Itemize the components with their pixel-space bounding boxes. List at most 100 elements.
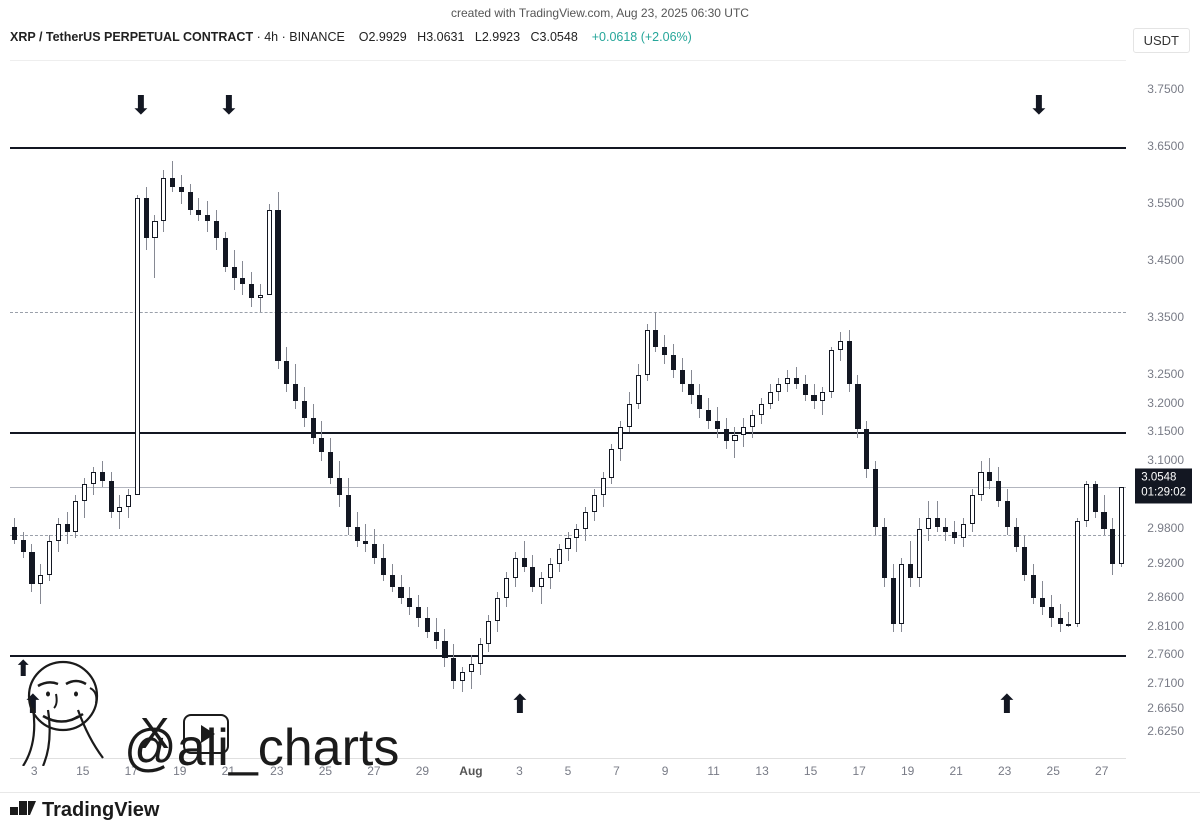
candle-body[interactable] xyxy=(970,495,975,524)
candle-body[interactable] xyxy=(864,429,869,469)
candle-body[interactable] xyxy=(434,632,439,641)
candle-body[interactable] xyxy=(557,549,562,563)
candle-body[interactable] xyxy=(1075,521,1080,624)
candle-body[interactable] xyxy=(65,524,70,533)
candle-body[interactable] xyxy=(293,384,298,401)
candle-body[interactable] xyxy=(29,552,34,583)
current-price-tag[interactable]: 3.0548 01:29:02 xyxy=(1135,468,1192,503)
candle-body[interactable] xyxy=(1084,484,1089,521)
candle-body[interactable] xyxy=(425,618,430,632)
candle-body[interactable] xyxy=(249,284,254,298)
candle-body[interactable] xyxy=(1066,624,1071,626)
candle-body[interactable] xyxy=(776,384,781,393)
candle-body[interactable] xyxy=(398,587,403,598)
candle-body[interactable] xyxy=(1101,512,1106,529)
candle-body[interactable] xyxy=(21,540,26,553)
candle-body[interactable] xyxy=(908,564,913,578)
candle-body[interactable] xyxy=(1093,484,1098,513)
candle-body[interactable] xyxy=(135,198,140,495)
candle-body[interactable] xyxy=(759,404,764,415)
candle-body[interactable] xyxy=(214,221,219,238)
candle-body[interactable] xyxy=(152,221,157,238)
candle-wick[interactable] xyxy=(541,572,542,603)
candle-body[interactable] xyxy=(1110,529,1115,563)
candle-body[interactable] xyxy=(838,341,843,350)
candle-body[interactable] xyxy=(390,575,395,586)
candle-wick[interactable] xyxy=(172,161,173,192)
candle-body[interactable] xyxy=(899,564,904,624)
candlestick-plot-area[interactable]: ⬇ ⬇ ⬇ ⬆ ⬆ ⬆ xyxy=(10,60,1126,757)
candle-body[interactable] xyxy=(645,330,650,376)
candle-body[interactable] xyxy=(478,644,483,664)
candle-body[interactable] xyxy=(1005,501,1010,527)
candle-body[interactable] xyxy=(100,472,105,481)
candle-body[interactable] xyxy=(363,541,368,544)
candle-body[interactable] xyxy=(820,392,825,401)
candle-body[interactable] xyxy=(636,375,641,404)
candle-body[interactable] xyxy=(978,472,983,495)
candle-body[interactable] xyxy=(56,524,61,541)
candle-body[interactable] xyxy=(688,384,693,395)
play-button-icon[interactable] xyxy=(183,714,229,754)
candle-body[interactable] xyxy=(847,341,852,384)
candle-body[interactable] xyxy=(592,495,597,512)
candle-wick[interactable] xyxy=(260,284,261,313)
candle-body[interactable] xyxy=(170,178,175,187)
candle-body[interactable] xyxy=(381,558,386,575)
candle-body[interactable] xyxy=(442,641,447,658)
candle-body[interactable] xyxy=(627,404,632,427)
candle-body[interactable] xyxy=(117,507,122,513)
candle-body[interactable] xyxy=(179,187,184,193)
candle-body[interactable] xyxy=(451,658,456,681)
quote-currency-badge[interactable]: USDT xyxy=(1133,28,1190,53)
candle-body[interactable] xyxy=(803,384,808,395)
candle-body[interactable] xyxy=(522,558,527,567)
candle-body[interactable] xyxy=(811,395,816,401)
candle-body[interactable] xyxy=(284,361,289,384)
candle-body[interactable] xyxy=(873,469,878,526)
candle-wick[interactable] xyxy=(471,655,472,689)
candle-body[interactable] xyxy=(794,378,799,384)
candle-body[interactable] xyxy=(785,378,790,384)
candle-body[interactable] xyxy=(680,370,685,384)
candle-body[interactable] xyxy=(47,541,52,575)
candle-wick[interactable] xyxy=(734,427,735,458)
candle-body[interactable] xyxy=(12,527,17,540)
candle-body[interactable] xyxy=(258,295,263,298)
candle-body[interactable] xyxy=(311,418,316,438)
candle-body[interactable] xyxy=(495,598,500,621)
x-logo-icon[interactable]: X xyxy=(140,712,169,756)
candle-body[interactable] xyxy=(267,210,272,296)
candle-body[interactable] xyxy=(917,529,922,578)
candle-body[interactable] xyxy=(732,435,737,441)
candle-body[interactable] xyxy=(73,501,78,532)
candle-body[interactable] xyxy=(416,607,421,618)
candle-body[interactable] xyxy=(539,578,544,587)
candle-body[interactable] xyxy=(741,427,746,436)
candle-body[interactable] xyxy=(302,401,307,418)
candle-wick[interactable] xyxy=(40,564,41,604)
candle-body[interactable] xyxy=(609,449,614,478)
candle-body[interactable] xyxy=(126,495,131,506)
candle-body[interactable] xyxy=(943,527,948,533)
candle-body[interactable] xyxy=(188,192,193,209)
candle-body[interactable] xyxy=(706,410,711,421)
candle-body[interactable] xyxy=(1058,618,1063,624)
sell-signal-arrow-icon[interactable]: ⬇ xyxy=(130,92,152,118)
candle-body[interactable] xyxy=(232,267,237,278)
candle-body[interactable] xyxy=(223,238,228,267)
candle-body[interactable] xyxy=(935,518,940,527)
candle-body[interactable] xyxy=(161,178,166,221)
candle-body[interactable] xyxy=(1022,547,1027,576)
candle-body[interactable] xyxy=(829,350,834,393)
candle-body[interactable] xyxy=(460,672,465,681)
candle-body[interactable] xyxy=(618,427,623,450)
candle-body[interactable] xyxy=(337,478,342,495)
candle-body[interactable] xyxy=(346,495,351,526)
sell-signal-arrow-icon[interactable]: ⬇ xyxy=(218,92,240,118)
candle-body[interactable] xyxy=(1040,598,1045,607)
candle-body[interactable] xyxy=(891,578,896,624)
candle-body[interactable] xyxy=(513,558,518,578)
candle-body[interactable] xyxy=(653,330,658,347)
candle-body[interactable] xyxy=(469,664,474,673)
